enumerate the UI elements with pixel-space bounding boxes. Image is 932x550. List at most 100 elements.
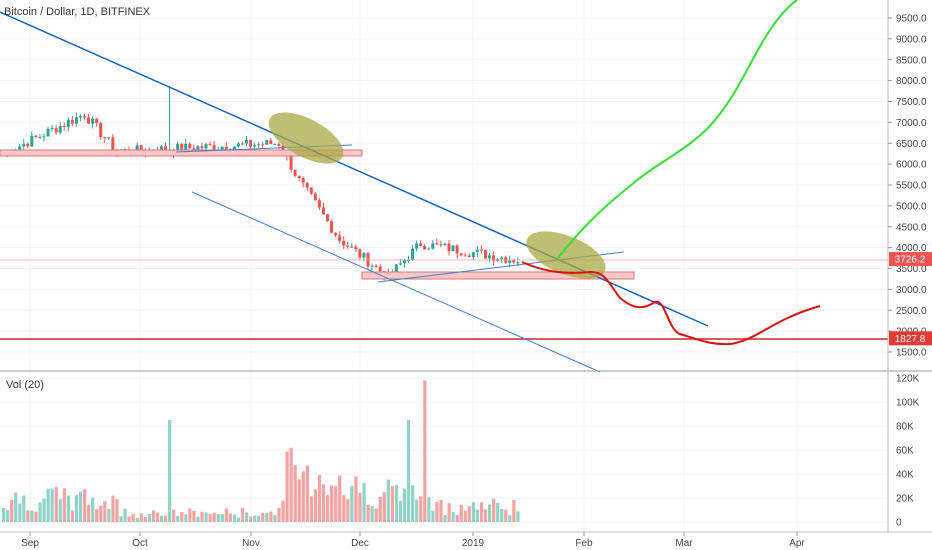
bearish-projection-path[interactable] <box>521 261 821 346</box>
candle <box>91 118 95 124</box>
candle <box>34 135 38 137</box>
candle <box>467 255 471 257</box>
highlight-ellipse-2[interactable] <box>520 222 612 289</box>
candle <box>435 243 439 245</box>
candle <box>488 255 491 259</box>
volume-bar <box>362 482 366 522</box>
volume-bar <box>305 465 309 522</box>
volume-bar <box>42 498 46 522</box>
time-axis-ticks[interactable]: Sep Oct Nov Dec 2019 Feb Mar Apr <box>21 532 805 549</box>
price-tick-label: 2500.0 <box>896 306 927 317</box>
price-tick-label: 6500.0 <box>896 139 927 150</box>
candle <box>253 145 257 147</box>
volume-bar <box>475 509 480 522</box>
volume-bar <box>297 479 301 522</box>
time-tick-label[interactable]: Oct <box>132 538 148 549</box>
candle <box>439 244 443 246</box>
volume-bar <box>301 471 305 522</box>
price-tick-label: 3500.0 <box>896 264 927 275</box>
volume-bar <box>50 488 54 522</box>
volume-bar <box>74 495 79 522</box>
volume-bar <box>18 503 22 522</box>
candle <box>249 139 253 147</box>
candle <box>184 143 188 152</box>
candle <box>378 266 382 272</box>
candle <box>66 120 70 127</box>
time-tick-label[interactable]: Sep <box>21 538 39 549</box>
volume-bar <box>330 485 334 522</box>
volume-label: Vol (20) <box>6 379 44 391</box>
time-tick-label[interactable]: Dec <box>351 538 369 549</box>
highlight-ellipse-1[interactable] <box>261 102 351 174</box>
volume-bar <box>212 512 216 522</box>
volume-tick-label: 80K <box>896 422 914 433</box>
support-zone-lower[interactable] <box>361 271 635 280</box>
volume-bar <box>111 495 115 522</box>
candle <box>107 137 111 139</box>
volume-bar <box>204 512 208 522</box>
volume-bar <box>273 514 277 522</box>
candle <box>463 255 467 257</box>
volume-tick-label: 60K <box>896 446 914 457</box>
chart-title: Bitcoin / Dollar, 1D, BITFINEX <box>4 6 151 18</box>
price-tick-label: 4500.0 <box>896 222 927 233</box>
price-badge <box>889 252 932 267</box>
bullish-projection-path[interactable] <box>557 0 798 259</box>
time-tick-label[interactable]: Mar <box>675 538 693 549</box>
volume-bar <box>277 508 281 522</box>
volume-bar <box>62 488 66 522</box>
candle <box>70 120 74 124</box>
volume-bar <box>236 517 241 522</box>
volume-bar <box>496 502 500 522</box>
candle <box>370 265 374 267</box>
candle <box>516 262 520 264</box>
volume-bar <box>14 492 18 522</box>
volume-tick-label: 100K <box>896 398 920 409</box>
time-tick-label[interactable]: Nov <box>242 538 260 549</box>
candle <box>471 252 475 257</box>
volume-bar <box>135 517 139 522</box>
volume-bar <box>139 513 143 522</box>
candle <box>358 249 362 258</box>
price-tick-label: 5000.0 <box>896 201 927 212</box>
volume-bar <box>6 510 10 522</box>
candle <box>257 144 261 146</box>
candle <box>415 243 419 249</box>
candle <box>451 245 455 252</box>
price-axis[interactable]: 9500.0 9000.0 8500.0 8000.0 7500.0 7000.0 6500… <box>887 0 927 370</box>
volume-bar <box>398 500 403 522</box>
trend-line-lower[interactable] <box>191 191 601 373</box>
candle <box>192 148 196 151</box>
volume-bar <box>87 504 91 522</box>
candle <box>277 144 281 146</box>
volume-bar <box>366 504 370 522</box>
price-tick-label: 3000.0 <box>896 285 927 296</box>
candle <box>317 200 321 208</box>
time-tick-label[interactable]: Feb <box>575 538 593 549</box>
volume-bar <box>257 515 261 522</box>
volume-tick-label: 120K <box>896 374 920 385</box>
support-zone-upper[interactable] <box>0 149 363 157</box>
volume-bar <box>155 512 160 522</box>
volume-bar <box>261 512 265 522</box>
volume-bar <box>431 510 435 522</box>
volume-bar <box>66 495 70 522</box>
candle <box>103 136 107 139</box>
volume-bar <box>164 515 168 522</box>
time-tick-label[interactable]: Apr <box>789 538 805 549</box>
candle <box>38 136 42 138</box>
volume-axis: 120K 100K 80K 60K 40K 20K 0 <box>887 371 920 532</box>
volume-bar <box>479 502 484 522</box>
candle <box>407 260 410 262</box>
candle <box>204 144 208 149</box>
candle <box>74 117 78 124</box>
candle <box>50 128 54 130</box>
candle <box>427 248 431 250</box>
candle <box>338 235 342 241</box>
price-badge-label: 3726.2 <box>895 255 926 266</box>
volume-bar <box>508 515 512 522</box>
time-tick-label[interactable]: 2019 <box>462 538 485 549</box>
drawings[interactable] <box>0 0 888 373</box>
candle <box>342 240 346 246</box>
